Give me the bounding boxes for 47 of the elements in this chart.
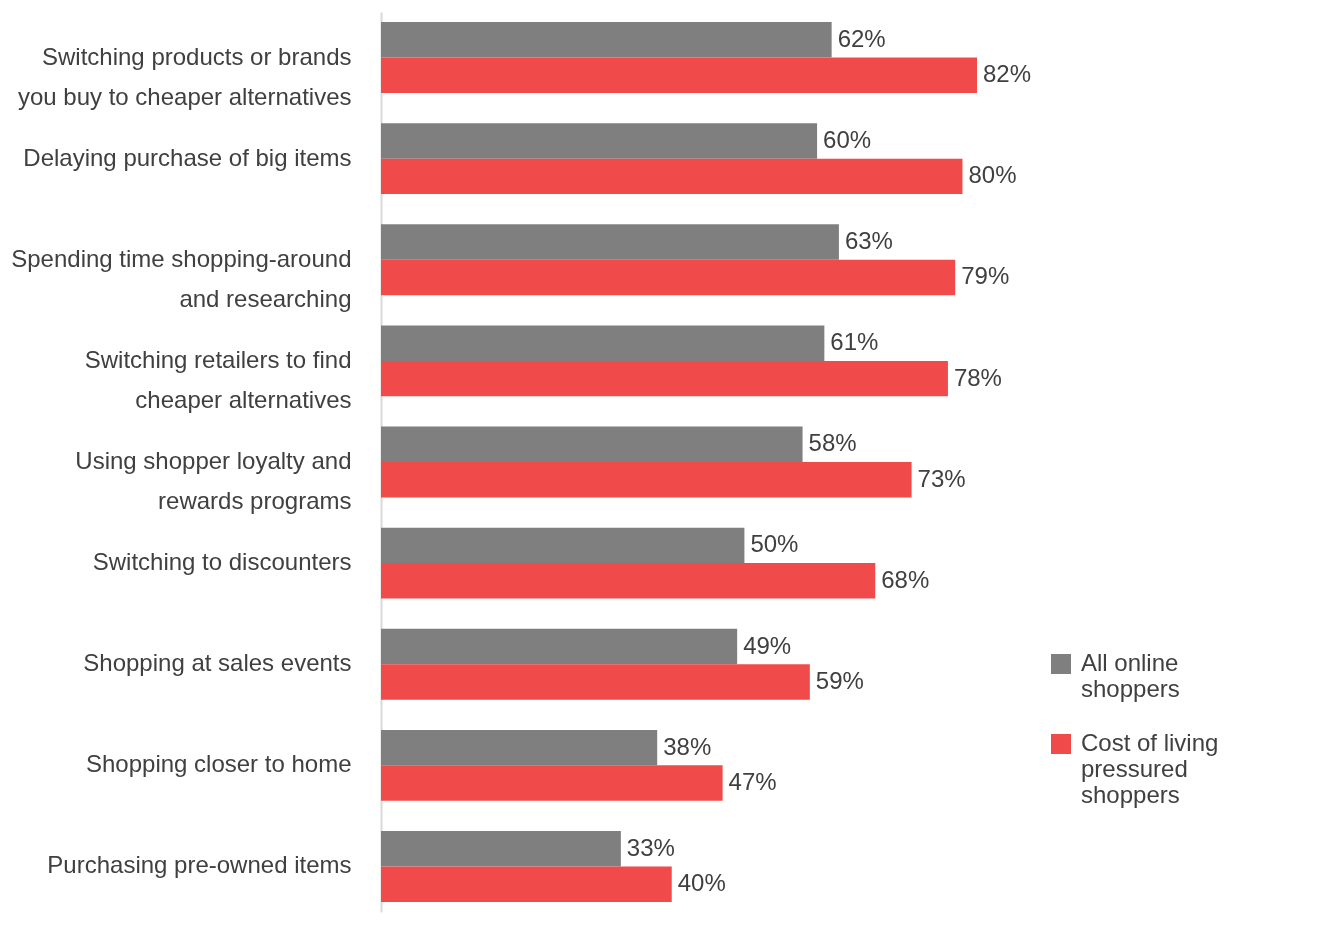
y-tick-label: Shopping at sales events [83,649,352,677]
y-tick-label: Using shopper loyalty and rewards programs [75,447,352,514]
bar [381,462,912,498]
data-label: 38% [663,732,712,760]
y-tick-label: Switching to discounters [92,548,352,576]
bar [381,325,825,361]
data-label: 61% [830,328,879,356]
y-tick-label: Switching products or brands you buy to cheaper alternatives [17,42,352,110]
bar [381,628,738,665]
legend-label: All online shoppers [1081,649,1180,702]
y-tick-label: Purchasing pre-owned items [47,851,352,879]
data-label: 47% [728,768,777,796]
bar [381,765,723,801]
data-label: 58% [808,429,857,457]
legend-label: Cost of living pressured shoppers [1081,729,1219,808]
bar [381,563,876,599]
y-tick-label: Delaying purchase of big items [23,143,352,171]
data-label: 50% [750,530,799,558]
data-label: 33% [626,833,675,861]
bar [381,22,832,58]
data-label: 80% [968,161,1017,189]
data-label: 73% [917,464,966,492]
data-label: 79% [961,262,1010,290]
data-label: 82% [983,60,1032,88]
bar [381,527,745,564]
y-tick-label: Spending time shopping-around and researching [11,244,352,312]
data-label: 60% [823,125,872,153]
bar [381,259,956,296]
bar [381,866,672,902]
data-label: 49% [743,631,792,659]
data-label: 78% [953,363,1002,391]
bar [381,360,948,397]
y-tick-label: Shopping closer to home [86,750,352,778]
bar [381,57,977,93]
data-label: 40% [677,869,726,897]
bar [381,158,963,195]
bar [381,831,621,867]
y-tick-label: Switching retailers to find cheaper alternatives [84,345,352,413]
bar [381,729,658,766]
bar [381,123,818,159]
data-label: 68% [881,565,930,593]
data-label: 62% [837,24,886,52]
bar [381,426,803,462]
bar [381,224,839,260]
data-label: 59% [815,666,864,694]
bar [381,664,810,700]
data-label: 63% [844,227,893,255]
